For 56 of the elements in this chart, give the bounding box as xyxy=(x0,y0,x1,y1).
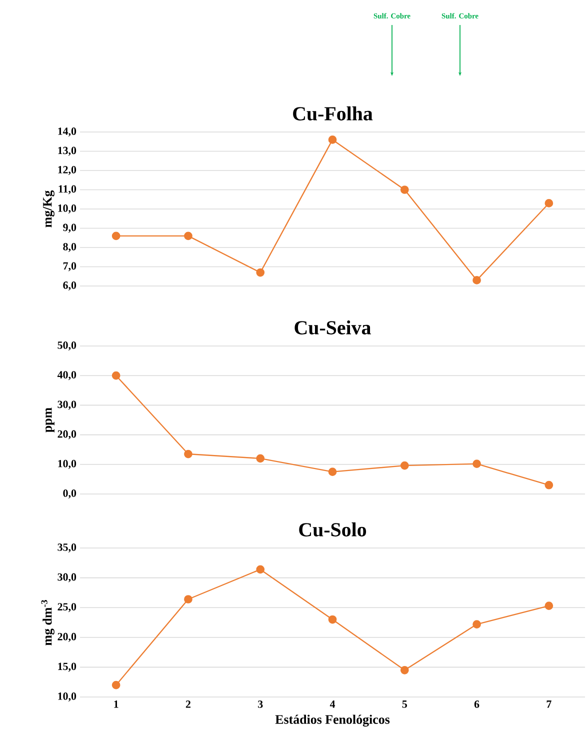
y-tick-label: 25,0 xyxy=(58,603,76,612)
y-axis-title: mg/Kg xyxy=(43,190,54,228)
y-tick-label: 13,0 xyxy=(58,146,76,156)
y-tick-label: 7,0 xyxy=(63,262,76,272)
x-tick-label: 2 xyxy=(186,700,190,708)
y-tick-label: 30,0 xyxy=(58,573,76,582)
y-tick-label: 14,0 xyxy=(58,128,76,136)
x-tick-label: 5 xyxy=(402,700,407,708)
chart-title: Cu-Solo xyxy=(299,522,366,537)
y-tick-label: 12,0 xyxy=(58,166,76,175)
point xyxy=(256,565,265,574)
point xyxy=(400,666,409,674)
point xyxy=(472,460,481,468)
y-tick-label: 35,0 xyxy=(58,544,76,552)
y-tick-label: 6,0 xyxy=(63,282,76,290)
point xyxy=(544,602,554,610)
y-tick-label: 50,0 xyxy=(58,342,76,350)
point xyxy=(112,371,120,380)
y-tick-label: 11,0 xyxy=(58,185,76,194)
point xyxy=(184,232,192,240)
x-tick-label: 4 xyxy=(330,700,336,708)
chart-title: Cu-Folha xyxy=(293,106,373,121)
x-tick-label: 1 xyxy=(114,700,118,708)
x-tick-label: 3 xyxy=(258,700,263,708)
y-tick-label: 40,0 xyxy=(57,371,76,380)
y-tick-label: 10,0 xyxy=(58,692,76,702)
point xyxy=(184,450,192,458)
point xyxy=(544,480,554,490)
chart-title: Cu-Seiva xyxy=(294,320,371,334)
y-tick-label: 20,0 xyxy=(58,430,76,440)
point xyxy=(184,595,192,604)
y-axis-title: mg dm$^{-3}$ xyxy=(41,600,54,646)
y-tick-label: 10,0 xyxy=(58,204,76,214)
x-axis-title: Estádios Fenológicos xyxy=(275,714,390,727)
y-axis-title: ppm xyxy=(46,408,54,432)
point xyxy=(328,468,337,476)
point xyxy=(256,268,265,277)
x-tick-label: 6 xyxy=(474,700,480,708)
y-tick-label: 8,0 xyxy=(63,243,76,252)
point xyxy=(328,136,337,144)
y-tick-label: 9,0 xyxy=(63,224,76,233)
point xyxy=(112,680,120,690)
point xyxy=(400,461,409,470)
point xyxy=(256,454,265,463)
y-tick-label: 15,0 xyxy=(58,662,76,672)
y-tick-label: 30,0 xyxy=(58,400,76,410)
x-tick-label: 7 xyxy=(546,700,552,708)
point xyxy=(472,276,481,284)
point xyxy=(112,232,120,240)
point xyxy=(400,186,409,194)
y-tick-label: 0,0 xyxy=(63,490,76,498)
point xyxy=(544,199,554,208)
point xyxy=(472,620,481,628)
point xyxy=(328,615,337,624)
y-tick-label: 10,0 xyxy=(58,460,76,469)
y-tick-label: 20,0 xyxy=(58,632,76,642)
